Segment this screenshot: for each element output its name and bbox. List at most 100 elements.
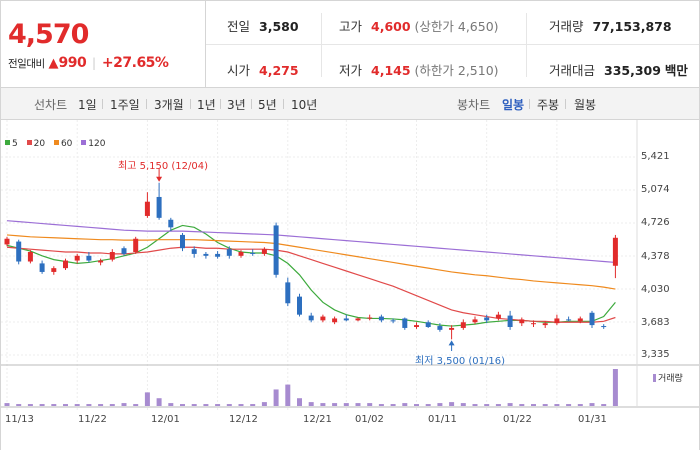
candle-monthly[interactable]: 월봉 [574, 98, 597, 112]
ma60-line [6, 234, 616, 290]
prev-close-value: 3,580 [259, 19, 299, 34]
legend-ma20: 20 [26, 139, 45, 149]
candle-body [51, 268, 57, 272]
candle-body [27, 252, 33, 262]
candle-body [16, 241, 22, 262]
low-label: 저가 [339, 63, 363, 78]
volume-bar [566, 404, 572, 406]
volume-bar [121, 403, 127, 406]
separator [220, 99, 221, 109]
y-tick-label: 3,683 [641, 317, 670, 328]
volume-bar [27, 404, 33, 406]
separator [283, 99, 284, 109]
line-chart-label: 선차트 [34, 98, 68, 112]
x-tick-label: 11/13 [5, 414, 34, 425]
change-value: 990 [58, 55, 87, 71]
legend-swatch [26, 140, 32, 145]
y-tick-label: 5,421 [641, 151, 670, 162]
volume-bar [308, 402, 314, 406]
x-tick-label: 01/02 [355, 414, 384, 425]
ma-legend: 5 20 60 120 [5, 139, 111, 149]
separator [102, 99, 103, 109]
low-annotation: 최저 3,500 (01/16) [415, 356, 506, 367]
current-price: 4,570 [8, 19, 89, 50]
column-divider [526, 13, 527, 77]
legend-ma60: 60 [53, 139, 72, 149]
candle-body [472, 319, 478, 323]
row-divider [206, 44, 699, 45]
chart-canvas [1, 120, 699, 410]
volume-bar [449, 402, 455, 406]
period-10y[interactable]: 10년 [291, 98, 318, 112]
ma120-line [6, 220, 616, 264]
volume-bar [332, 403, 338, 406]
lower-limit: (하한가 2,510) [414, 63, 499, 78]
legend-swatch [5, 140, 10, 145]
current-price-box: 4,570 전일대비 ▲990 | +27.65% [1, 1, 206, 87]
volume-swatch [653, 374, 656, 382]
candle-body [414, 325, 419, 327]
volume-bar [437, 403, 443, 406]
period-1d[interactable]: 1일 [78, 98, 97, 112]
period-5y[interactable]: 5년 [258, 98, 277, 112]
separator [190, 99, 191, 109]
change-label: 전일대비 [8, 58, 45, 70]
candle-body [577, 318, 583, 322]
volume-bar [133, 404, 139, 406]
volume-bar [203, 404, 209, 406]
prev-close: 전일 3,580 [227, 16, 299, 35]
volume-bar [238, 404, 244, 406]
candle-body [542, 323, 548, 326]
volume-bar [63, 404, 68, 406]
candle-body [460, 322, 466, 328]
legend-label: 5 [12, 139, 18, 149]
volume-bar [86, 404, 92, 406]
volume-bar [577, 404, 583, 406]
volume-bar [601, 404, 607, 406]
period-3m[interactable]: 3개월 [154, 98, 184, 112]
candle-body [133, 238, 139, 253]
volume-bar [168, 403, 174, 406]
volume-bar [98, 404, 104, 406]
volume-bar [484, 404, 490, 406]
column-divider [321, 13, 322, 77]
period-1y[interactable]: 1년 [197, 98, 216, 112]
candle-body [261, 249, 267, 254]
candle-chart-label: 봉차트 [457, 98, 491, 112]
candle-body [601, 326, 607, 328]
separator [251, 99, 252, 109]
candle-body [449, 327, 455, 330]
open-price: 시가 4,275 [227, 60, 299, 79]
candle-body [203, 253, 209, 256]
high-price: 고가 4,600 (상한가 4,650) [339, 16, 499, 35]
period-3y[interactable]: 3년 [227, 98, 246, 112]
volume-bar [297, 398, 302, 406]
candle-body [4, 238, 10, 245]
open-value: 4,275 [259, 63, 299, 78]
candle-body [566, 319, 572, 321]
candle-body [320, 316, 326, 321]
candle-body [144, 201, 150, 216]
volume-bar [519, 404, 525, 406]
candle-daily[interactable]: 일봉 [502, 98, 525, 112]
candle-body [297, 296, 302, 315]
x-tick-label: 12/12 [229, 414, 258, 425]
candle-body [226, 249, 232, 256]
y-tick-label: 3,335 [641, 349, 670, 360]
volume-bar [191, 404, 197, 406]
candle-body [39, 263, 45, 272]
volume-bar [320, 403, 326, 406]
candle-body [250, 252, 256, 254]
volume-bar [542, 404, 548, 406]
candle-body [531, 323, 536, 325]
candle-body [109, 252, 115, 260]
upper-limit: (상한가 4,650) [414, 19, 499, 34]
trade-value-unit: 백만 [664, 63, 688, 78]
low-arrow-head [448, 340, 455, 346]
candle-weekly[interactable]: 주봉 [537, 98, 560, 112]
volume-bar [402, 403, 408, 406]
volume-bar [495, 404, 501, 406]
period-1w[interactable]: 1주일 [110, 98, 140, 112]
low-price: 저가 4,145 (하한가 2,510) [339, 60, 499, 79]
